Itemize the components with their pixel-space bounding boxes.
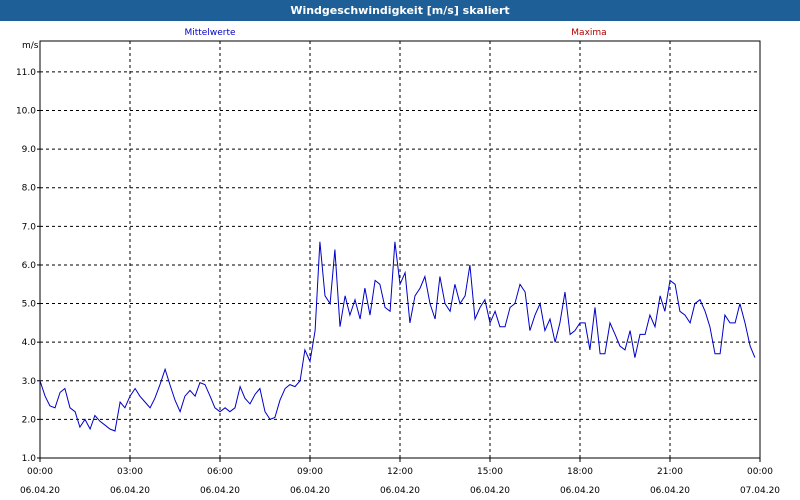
x-tick-time: 00:00 [747, 467, 773, 477]
y-tick-label: 10.0 [16, 107, 36, 117]
y-tick-label: 6.0 [22, 261, 37, 271]
x-tick-time: 18:00 [567, 467, 593, 477]
y-axis-label: m/s [22, 41, 39, 51]
x-tick-date: 06.04.20 [290, 486, 330, 496]
legend-maxima: Maxima [571, 28, 606, 38]
y-tick-label: 9.0 [22, 145, 37, 155]
x-tick-date: 06.04.20 [380, 486, 420, 496]
chart-title: Windgeschwindigkeit [m/s] skaliert [290, 4, 510, 17]
x-tick-date: 06.04.20 [470, 486, 510, 496]
y-tick-labels: 1.0 2.0 3.0 4.0 5.0 6.0 7.0 8.0 9.0 10.0 11.0 [16, 68, 40, 464]
grid-layer [39, 41, 761, 459]
x-tick-time: 12:00 [387, 467, 413, 477]
y-tick-label: 3.0 [22, 377, 37, 387]
x-tick-time: 09:00 [297, 467, 323, 477]
series-layer [39, 241, 756, 432]
y-tick-label: 1.0 [22, 454, 37, 464]
series-line-mittelwerte [39, 241, 756, 432]
y-tick-label: 2.0 [22, 415, 37, 425]
x-tick-time: 15:00 [477, 467, 503, 477]
chart-background [0, 21, 800, 500]
x-tick-time: 00:00 [27, 467, 53, 477]
y-tick-label: 7.0 [22, 222, 37, 232]
x-tick-date: 07.04.20 [740, 486, 780, 496]
x-tick-date: 06.04.20 [560, 486, 600, 496]
legend-mittelwerte: Mittelwerte [184, 28, 235, 38]
y-tick-label: 5.0 [22, 300, 37, 310]
x-tick-date: 06.04.20 [650, 486, 690, 496]
x-tick-date: 06.04.20 [200, 486, 240, 496]
x-tick-time: 03:00 [117, 467, 143, 477]
y-tick-label: 11.0 [16, 68, 36, 78]
x-tick-labels: 00:00 06.04.20 03:00 06.04.20 06:00 06.04.20 0… [20, 458, 780, 496]
y-tick-label: 4.0 [22, 338, 37, 348]
x-tick-date: 06.04.20 [20, 486, 60, 496]
x-tick-time: 21:00 [657, 467, 683, 477]
y-tick-label: 8.0 [22, 184, 37, 194]
x-tick-time: 06:00 [207, 467, 233, 477]
x-tick-date: 06.04.20 [110, 486, 150, 496]
chart-canvas: m/s 1.02.03.04.05.06.07.08.09.010.011.0 … [0, 21, 800, 500]
plot-frame [39, 40, 761, 459]
chart-title-bar: Windgeschwindigkeit [m/s] skaliert [0, 0, 800, 21]
